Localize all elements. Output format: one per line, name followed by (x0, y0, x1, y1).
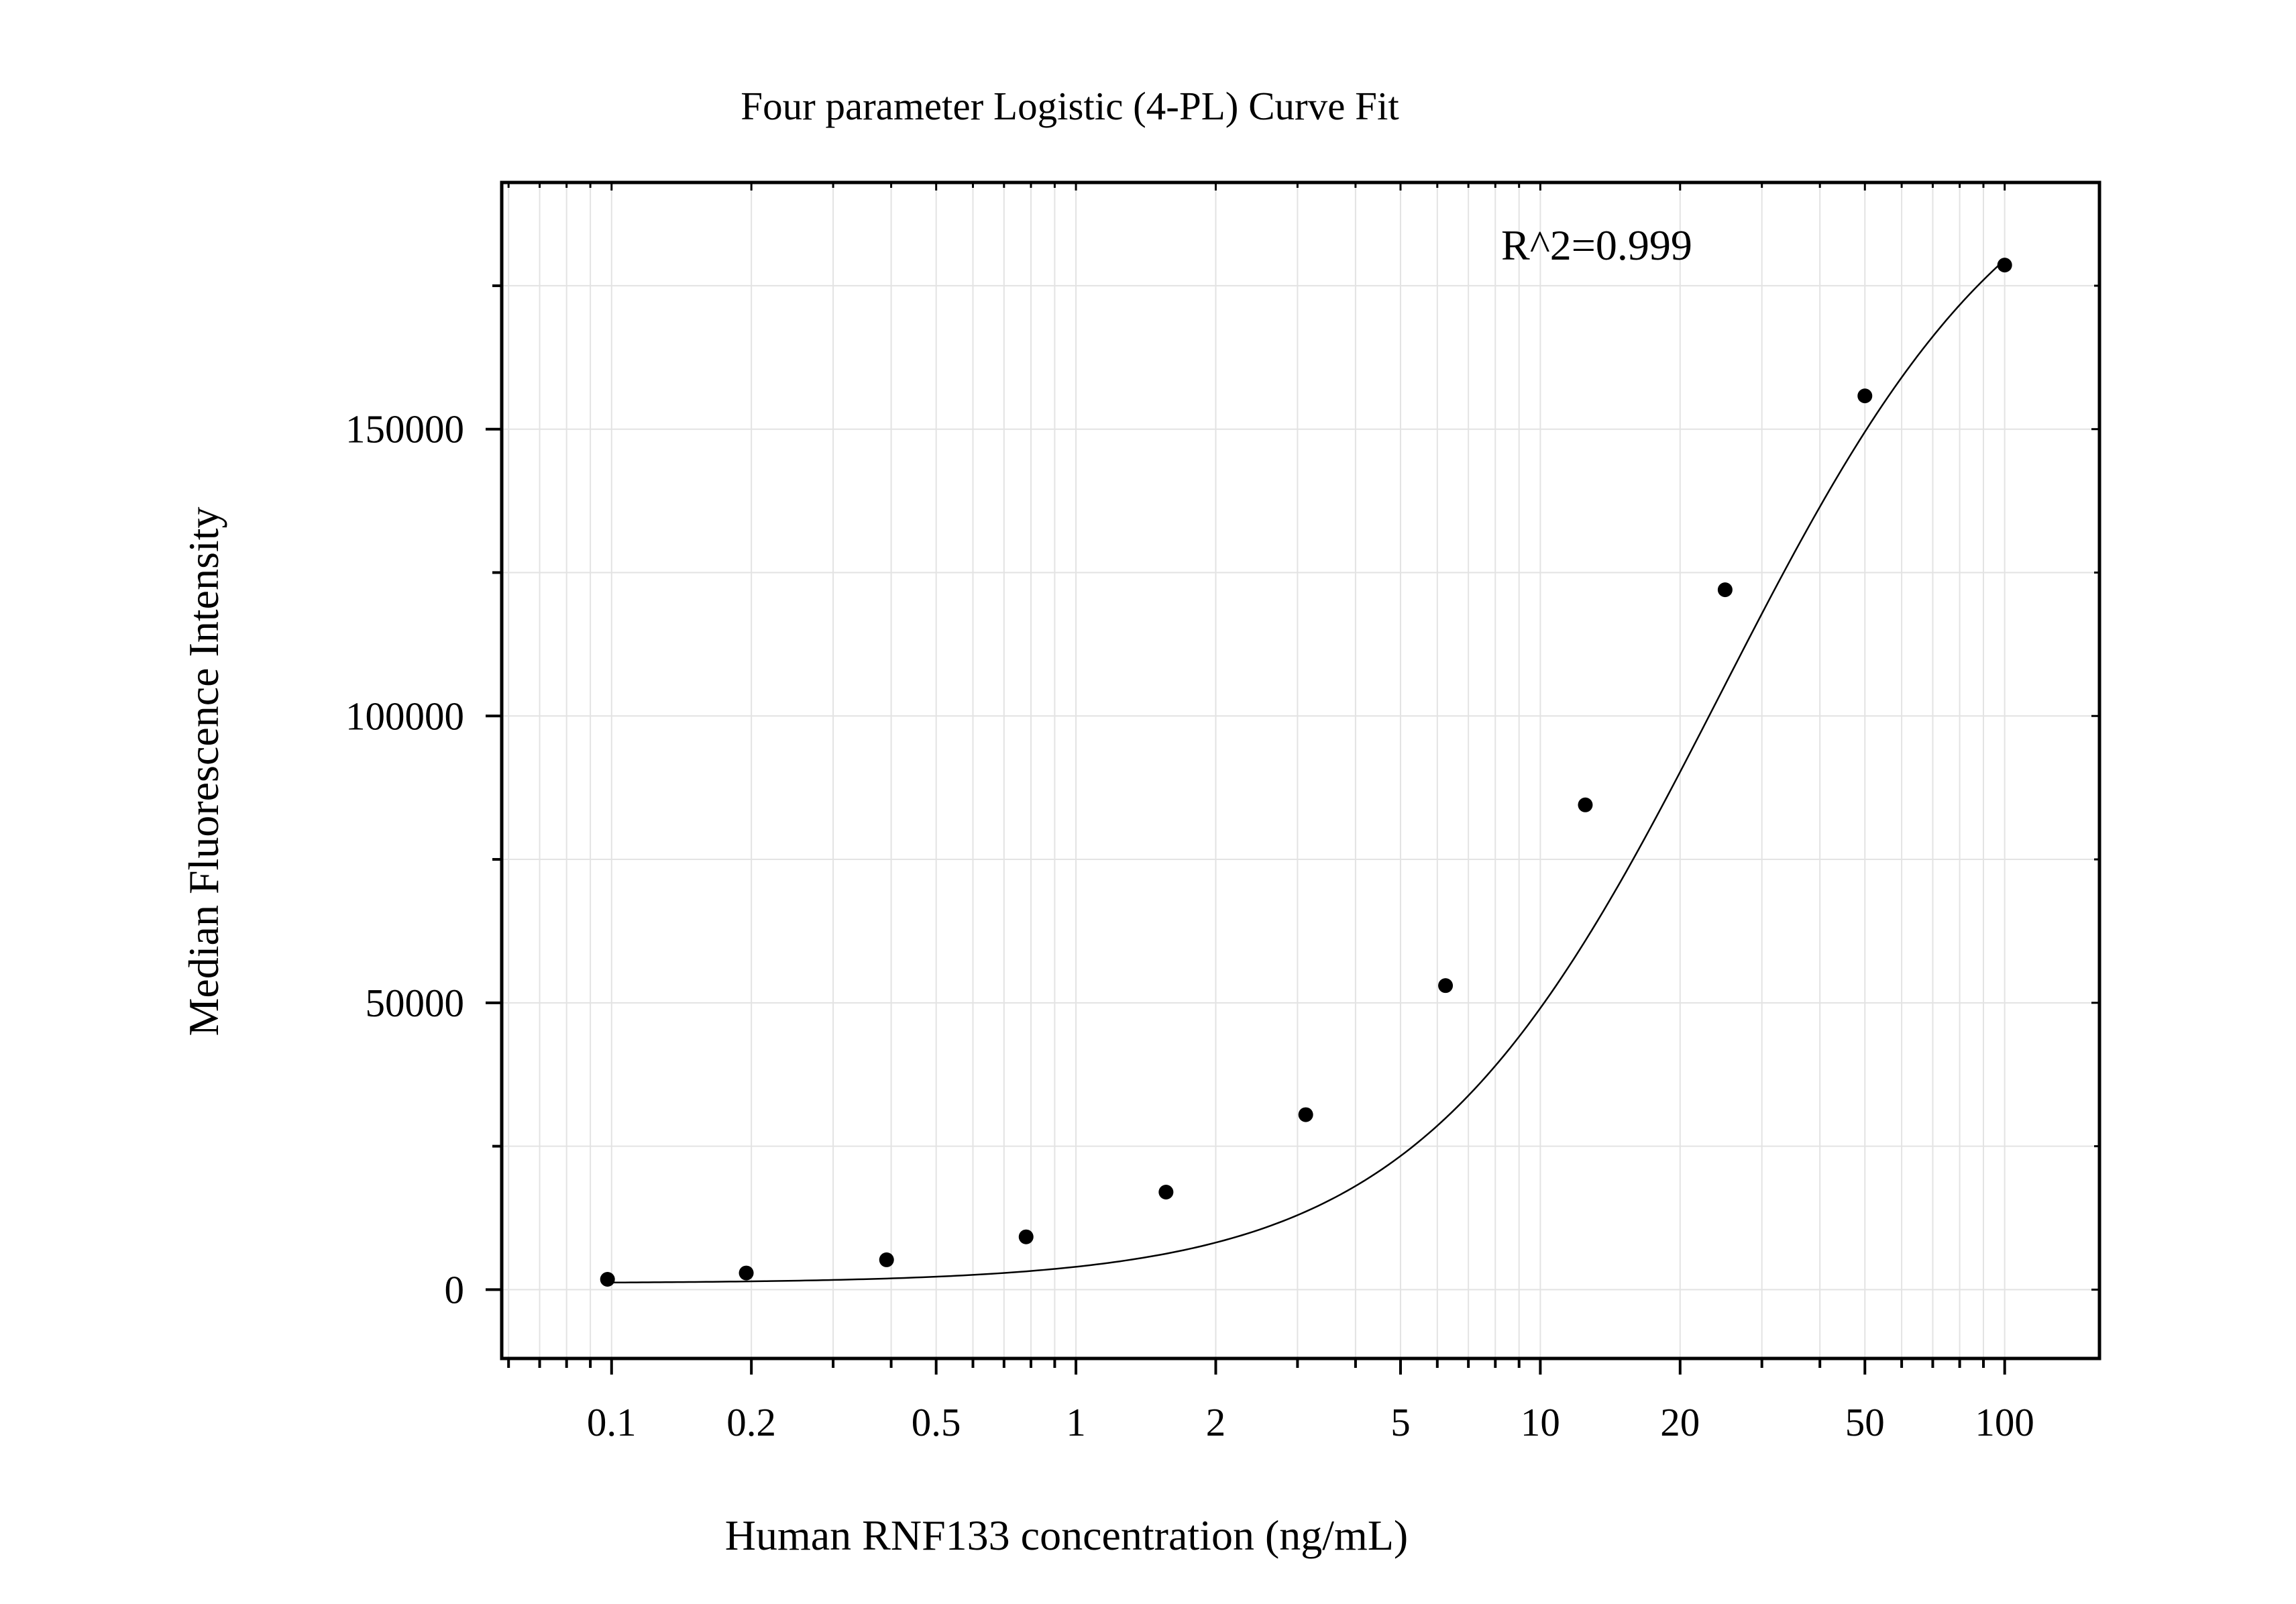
x-axis-label: Human RNF133 concentration (ng/mL) (725, 1511, 1408, 1559)
data-point (1578, 797, 1593, 812)
x-tick-label: 0.1 (587, 1400, 637, 1444)
data-point (1857, 388, 1873, 404)
r-squared-annotation: R^2=0.999 (1501, 221, 1692, 269)
data-point (1997, 258, 2012, 273)
data-points (600, 258, 2012, 1287)
data-point (1717, 582, 1733, 598)
x-tick-label: 0.5 (912, 1400, 961, 1444)
plot-frame (500, 180, 2101, 1360)
data-point (739, 1265, 754, 1281)
fit-curve-layer (607, 259, 2006, 1284)
fit-curve (607, 259, 2006, 1284)
x-tick-label: 0.2 (726, 1400, 776, 1444)
plot-border (500, 180, 2101, 1360)
data-point (1018, 1229, 1034, 1244)
x-tick-label: 20 (1660, 1400, 1700, 1444)
y-tick-label: 50000 (366, 981, 465, 1025)
data-point (1158, 1185, 1174, 1200)
tick-labels: 0.1 0.2 0.5 1 2 5 10 20 50 100 0 50000 100000 150000 (345, 407, 2034, 1444)
x-tick-label: 50 (1845, 1400, 1885, 1444)
x-tick-label: 5 (1390, 1400, 1411, 1444)
data-point (1298, 1107, 1313, 1122)
data-point (600, 1271, 615, 1287)
x-tick-label: 2 (1206, 1400, 1226, 1444)
y-tick-label: 0 (445, 1267, 465, 1312)
x-tick-label: 100 (1975, 1400, 2034, 1444)
axis-ticks (486, 182, 2099, 1375)
y-axis-label: Median Fluorescence Intensity (180, 506, 227, 1036)
x-tick-label: 1 (1066, 1400, 1086, 1444)
grid (502, 182, 2099, 1358)
data-point (1438, 978, 1454, 994)
y-tick-label: 100000 (345, 694, 464, 738)
data-point (879, 1252, 894, 1267)
y-tick-label: 150000 (345, 407, 464, 451)
x-tick-label: 10 (1521, 1400, 1560, 1444)
chart-title: Four parameter Logistic (4-PL) Curve Fit (741, 84, 1399, 128)
